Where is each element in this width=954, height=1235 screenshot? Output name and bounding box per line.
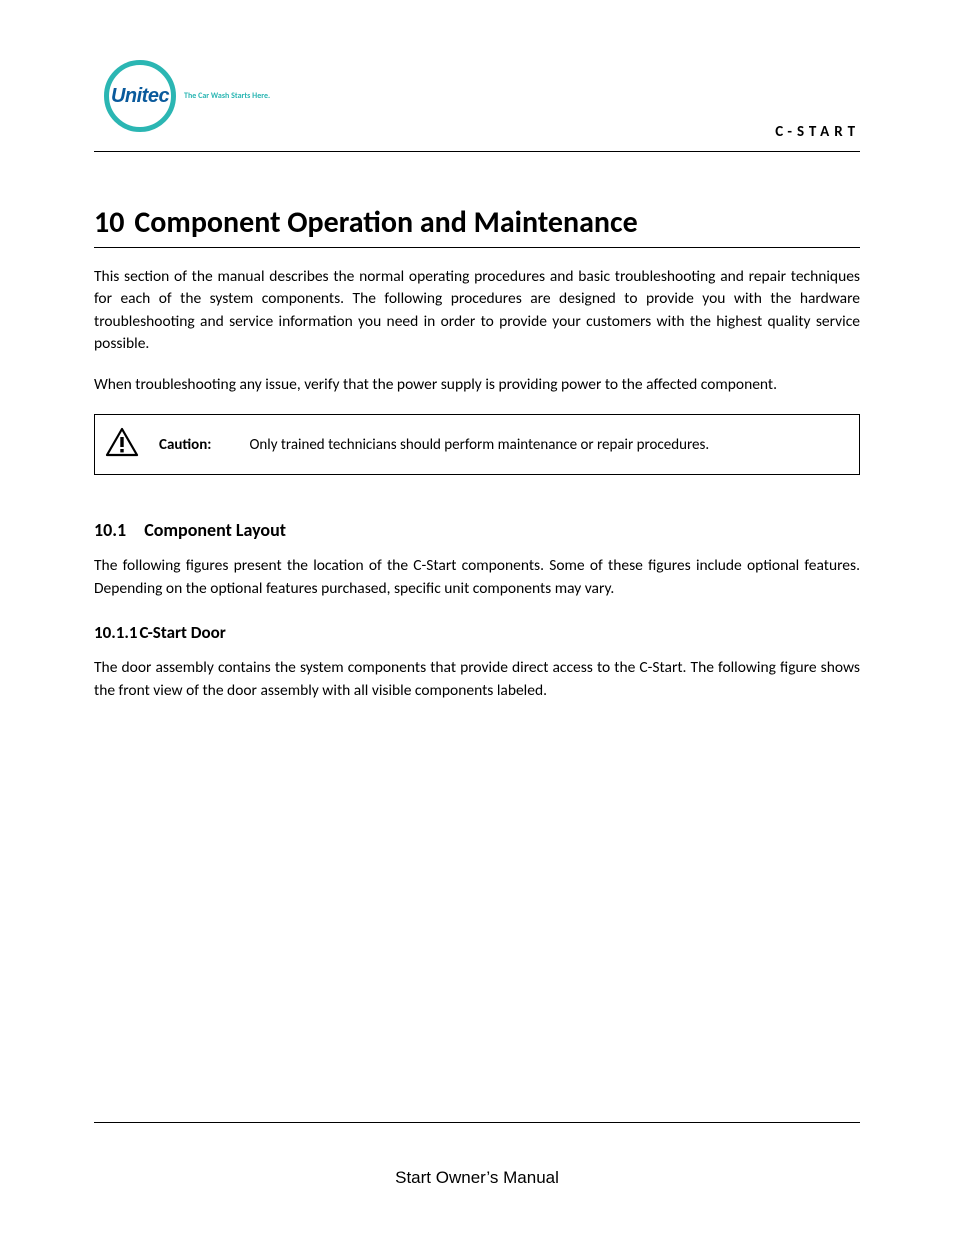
caution-callout: Caution: Only trained technicians should… xyxy=(94,414,860,475)
subsection-title: C-Start Door xyxy=(140,622,226,643)
section-10-1-1-paragraph: The door assembly contains the system co… xyxy=(94,657,860,702)
chapter-number: 10 xyxy=(94,204,124,241)
caution-text: Only trained technicians should perform … xyxy=(249,436,709,454)
chapter-heading: 10 Component Operation and Maintenance xyxy=(94,204,860,248)
warning-icon xyxy=(105,427,139,462)
header-product-label: C-START xyxy=(775,123,860,141)
logo-ring: Unitec xyxy=(104,60,176,132)
logo-wordmark: Unitec xyxy=(111,85,169,108)
caution-label: Caution: xyxy=(159,436,211,454)
intro-paragraph-2: When troubleshooting any issue, verify t… xyxy=(94,374,860,396)
logo-tagline: The Car Wash Starts Here. xyxy=(184,91,270,101)
page-header: Unitec The Car Wash Starts Here. C-START xyxy=(94,60,860,152)
subsection-number: 10.1.1 xyxy=(94,622,138,643)
footer-text: Start Owner’s Manual xyxy=(0,1168,954,1188)
section-10-1-paragraph: The following figures present the locati… xyxy=(94,555,860,600)
section-heading-10-1-1: 10.1.1C-Start Door xyxy=(94,622,860,643)
section-title: Component Layout xyxy=(144,519,286,541)
section-number: 10.1 xyxy=(94,519,126,541)
section-heading-10-1: 10.1 Component Layout xyxy=(94,519,860,541)
chapter-title-text: Component Operation and Maintenance xyxy=(134,204,637,241)
footer-rule xyxy=(94,1122,860,1123)
brand-logo: Unitec The Car Wash Starts Here. xyxy=(104,60,270,132)
intro-paragraph-1: This section of the manual describes the… xyxy=(94,266,860,356)
document-page: Unitec The Car Wash Starts Here. C-START… xyxy=(0,0,954,1235)
